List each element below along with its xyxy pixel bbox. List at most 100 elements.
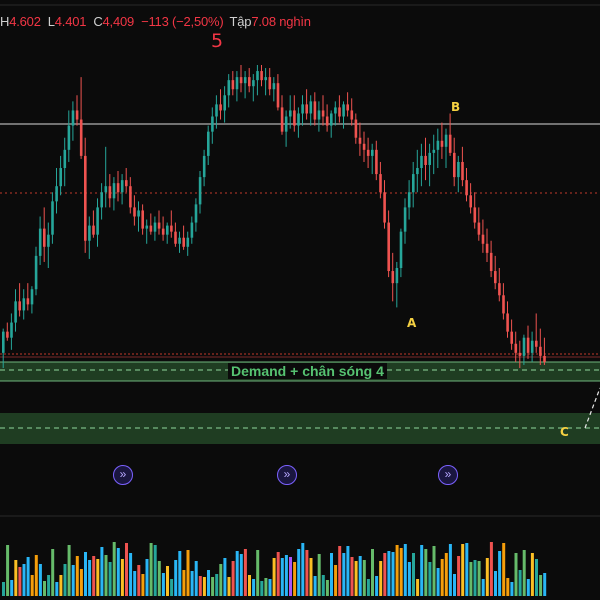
candle-body xyxy=(412,174,415,193)
candle-body xyxy=(202,155,206,178)
volume-bar xyxy=(518,570,522,596)
candle-body xyxy=(59,168,62,187)
projection-line xyxy=(584,387,600,429)
candle-body xyxy=(219,104,222,111)
volume-bar xyxy=(22,564,26,596)
volume-bar xyxy=(47,575,51,596)
candle-body xyxy=(145,225,149,229)
candle-body xyxy=(215,104,218,117)
volume-bar xyxy=(432,546,436,596)
volume-bar xyxy=(330,553,333,596)
volume-bar xyxy=(399,548,403,596)
volume-bar xyxy=(6,545,10,596)
candle-body xyxy=(383,192,386,223)
candles-group xyxy=(2,65,546,368)
candle-body xyxy=(120,180,124,193)
volume-bar xyxy=(133,571,137,596)
candle-body xyxy=(153,222,157,232)
volume-value: 7.08 nghìn xyxy=(251,14,311,29)
volume-bar xyxy=(112,542,116,596)
candle-body xyxy=(174,231,177,244)
volume-bar xyxy=(498,551,502,596)
volume-bar xyxy=(223,558,227,596)
candle-body xyxy=(362,143,366,150)
high-label: H xyxy=(0,14,10,29)
candle-body xyxy=(514,343,518,353)
volume-bar xyxy=(481,579,485,596)
candle-body xyxy=(47,234,50,247)
candle-body xyxy=(248,77,251,87)
change-value: −113 (−2,50%) xyxy=(141,14,224,29)
candle-body xyxy=(268,77,272,90)
candle-body xyxy=(448,134,452,153)
candle-body xyxy=(22,298,26,311)
candle-body xyxy=(457,161,460,178)
volume-bar xyxy=(383,553,387,596)
candle-body xyxy=(366,149,370,156)
volume-bar xyxy=(207,570,210,596)
volume-bar xyxy=(59,575,63,596)
candle-body xyxy=(354,119,358,138)
candle-body xyxy=(399,231,403,269)
volume-bar xyxy=(416,579,420,596)
candle-body xyxy=(330,113,333,126)
volume-bar xyxy=(190,571,194,596)
candle-body xyxy=(256,71,259,81)
volume-bar xyxy=(395,545,399,596)
volume-bar xyxy=(461,544,465,596)
fast-forward-icon[interactable]: » xyxy=(277,465,297,485)
candle-body xyxy=(141,210,144,229)
volume-bar xyxy=(309,558,313,596)
volume-bar xyxy=(457,556,461,596)
volume-bar xyxy=(313,576,317,596)
candle-body xyxy=(252,80,255,87)
candle-body xyxy=(432,149,436,153)
volume-bar xyxy=(272,558,276,596)
volume-bar xyxy=(342,553,346,596)
volume-bar xyxy=(125,543,128,596)
candle-body xyxy=(71,110,75,126)
candle-body xyxy=(453,152,456,178)
volume-bar xyxy=(412,553,415,596)
candle-body xyxy=(506,313,509,332)
candle-body xyxy=(321,110,325,117)
candle-body xyxy=(149,225,153,232)
high-value: 4.602 xyxy=(9,14,41,29)
wave-5-label: 5 xyxy=(211,30,224,52)
candle-body xyxy=(272,83,276,90)
candle-body xyxy=(440,140,444,147)
volume-bar xyxy=(477,561,481,596)
candle-body xyxy=(231,80,235,90)
volume-bar xyxy=(174,560,178,596)
volume-bar xyxy=(350,557,354,596)
volume-bar xyxy=(100,547,104,596)
ohlc-legend: H4.602 L4.401 C4,409 −113 (−2,50%) Tập7.08 n… xyxy=(0,14,318,29)
candle-body xyxy=(190,222,194,238)
volume-bar xyxy=(51,549,55,596)
volume-bar xyxy=(92,556,96,596)
candle-body xyxy=(264,77,267,81)
candle-body xyxy=(108,186,112,199)
candle-body xyxy=(129,186,132,208)
candle-body xyxy=(309,101,313,114)
volume-bar xyxy=(211,577,215,596)
volume-bar xyxy=(371,549,374,596)
volume-bar xyxy=(453,574,456,596)
candle-body xyxy=(526,337,530,353)
candle-body xyxy=(485,243,489,253)
candle-body xyxy=(157,222,161,229)
volume-bar xyxy=(178,551,182,596)
volume-bar xyxy=(137,565,141,596)
low-label: L xyxy=(47,14,55,29)
volume-bar xyxy=(325,580,329,596)
candle-body xyxy=(518,352,522,356)
volume-bar xyxy=(88,560,92,596)
candle-body xyxy=(235,77,239,90)
fast-forward-icon[interactable]: » xyxy=(113,465,133,485)
fast-forward-icon[interactable]: » xyxy=(438,465,458,485)
volume-bar xyxy=(161,573,165,596)
candle-body xyxy=(543,355,546,362)
candle-body xyxy=(424,155,427,165)
candle-body xyxy=(502,295,505,314)
volume-bar xyxy=(10,580,14,596)
